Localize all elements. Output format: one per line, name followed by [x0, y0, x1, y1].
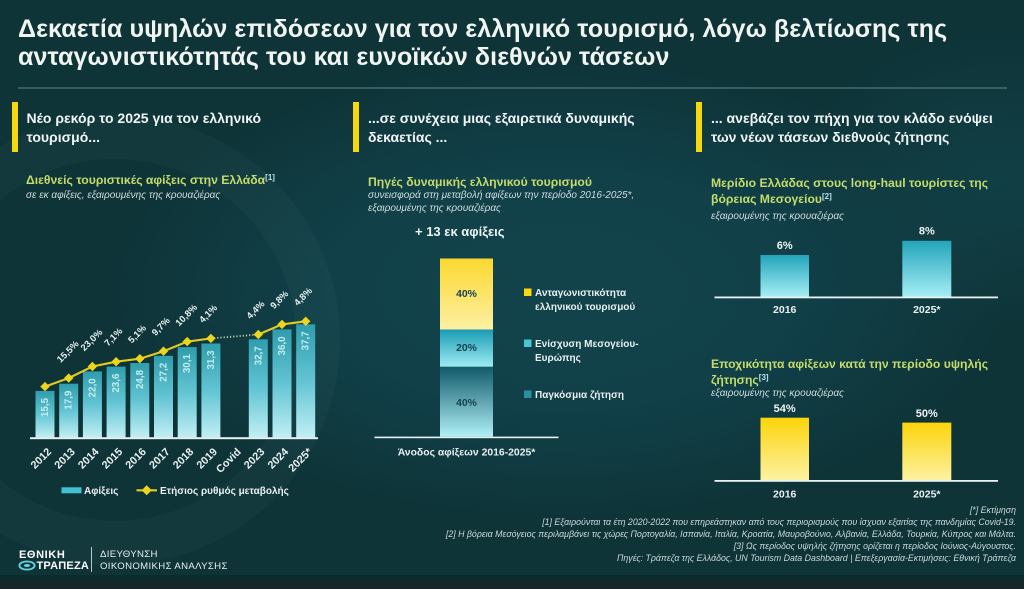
svg-text:50%: 50% [916, 408, 938, 420]
svg-text:9,8%: 9,8% [268, 288, 291, 311]
svg-text:24,8: 24,8 [135, 369, 146, 389]
svg-text:9,7%: 9,7% [150, 315, 173, 338]
svg-text:2015: 2015 [100, 446, 125, 471]
svg-text:2012: 2012 [29, 446, 54, 471]
svg-text:2025*: 2025* [913, 489, 941, 501]
svg-text:2016: 2016 [123, 446, 148, 471]
svg-text:54%: 54% [774, 403, 796, 415]
svg-text:15,5: 15,5 [40, 397, 51, 417]
svg-text:2017: 2017 [147, 446, 172, 471]
svg-text:2014: 2014 [76, 446, 101, 471]
svg-text:32,7: 32,7 [253, 346, 264, 366]
svg-text:27,2: 27,2 [159, 362, 170, 382]
svg-text:7,1%: 7,1% [102, 326, 125, 349]
svg-text:2013: 2013 [52, 446, 77, 471]
svg-text:37,7: 37,7 [301, 331, 312, 351]
svg-text:Άνοδος αφίξεων 2016-2025*: Άνοδος αφίξεων 2016-2025* [398, 448, 537, 459]
svg-text:4,1%: 4,1% [197, 302, 220, 325]
svg-text:Ετήσιος ρυθμός μεταβολής: Ετήσιος ρυθμός μεταβολής [160, 486, 289, 497]
svg-text:2025*: 2025* [913, 304, 941, 316]
svg-text:Ανταγωνιστικότητα: Ανταγωνιστικότητα [535, 288, 627, 299]
svg-text:2016: 2016 [773, 304, 797, 316]
svg-text:4,8%: 4,8% [292, 285, 315, 308]
svg-text:23,0%: 23,0% [79, 327, 105, 353]
svg-text:8%: 8% [919, 226, 935, 238]
svg-text:Covid: Covid [214, 446, 244, 476]
svg-text:6%: 6% [777, 240, 793, 252]
svg-text:31,3: 31,3 [206, 350, 217, 370]
svg-text:15,5%: 15,5% [55, 338, 81, 364]
svg-text:2023: 2023 [242, 446, 267, 471]
svg-text:2016: 2016 [773, 489, 797, 501]
svg-text:2025*: 2025* [286, 445, 315, 474]
svg-text:22,0: 22,0 [87, 378, 98, 398]
svg-text:20%: 20% [456, 343, 477, 354]
svg-text:10,8%: 10,8% [174, 302, 200, 328]
svg-text:30,1: 30,1 [182, 354, 193, 374]
svg-text:5,1%: 5,1% [126, 323, 149, 346]
svg-text:2018: 2018 [171, 446, 196, 471]
svg-text:40%: 40% [456, 289, 477, 300]
svg-text:Ενίσχυση Μεσογείου-: Ενίσχυση Μεσογείου- [535, 339, 639, 350]
svg-text:4,4%: 4,4% [245, 298, 268, 321]
svg-text:36,0: 36,0 [277, 336, 288, 356]
svg-text:Ευρώπης: Ευρώπης [535, 353, 581, 364]
svg-text:23,6: 23,6 [111, 373, 122, 393]
svg-text:Αφίξεις: Αφίξεις [84, 486, 118, 497]
svg-text:40%: 40% [456, 398, 477, 409]
svg-text:ελληνικού τουρισμού: ελληνικού τουρισμού [535, 302, 635, 313]
svg-text:Παγκόσμια ζήτηση: Παγκόσμια ζήτηση [535, 390, 624, 401]
svg-text:17,9: 17,9 [64, 390, 75, 410]
